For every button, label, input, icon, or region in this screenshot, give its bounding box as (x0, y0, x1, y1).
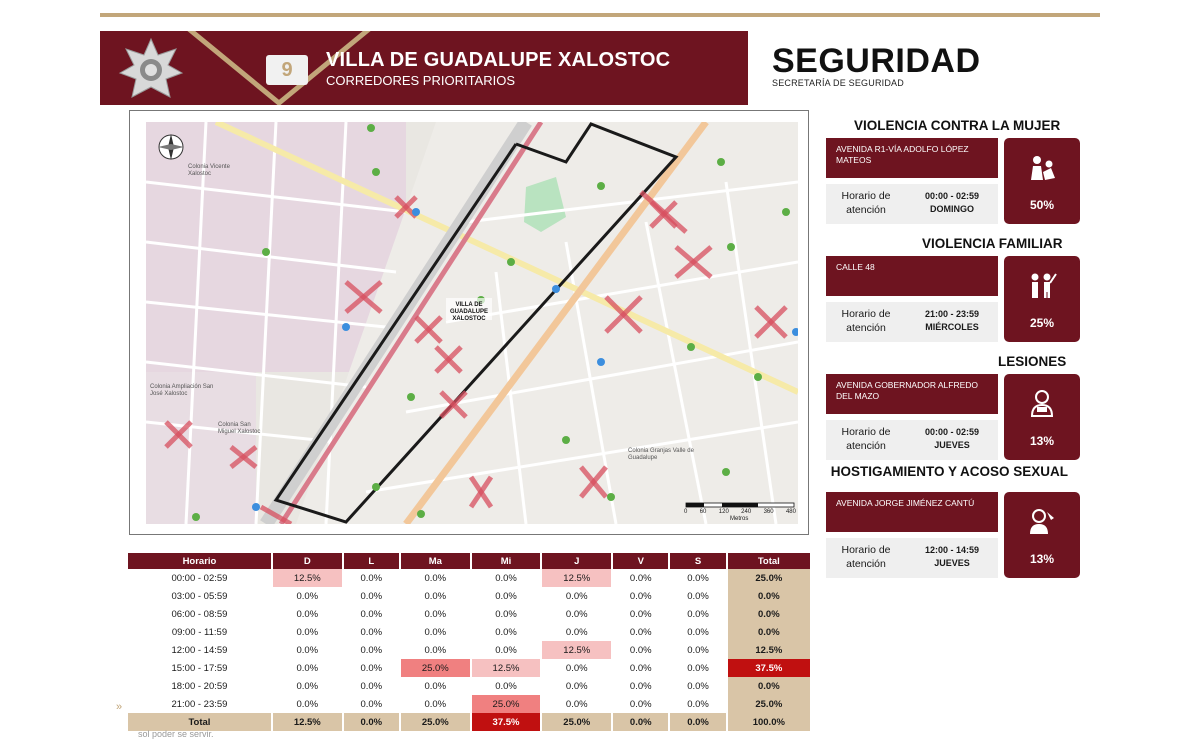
map-scale-bar (685, 502, 795, 508)
women-violence-icon (1031, 156, 1055, 180)
card-percent: 25% (1029, 316, 1055, 330)
chevron-decoration (187, 31, 371, 105)
card-percent: 13% (1029, 434, 1055, 448)
brand-subtitle: SECRETARÍA DE SEGURIDAD (772, 78, 904, 88)
harassment-icon (1030, 509, 1054, 534)
page-subtitle: CORREDORES PRIORITARIOS (326, 73, 516, 88)
table-row: 21:00 - 23:59 0.0% 0.0% 0.0% 25.0% 0.0% … (128, 695, 810, 713)
card-hours: Horario de atención 21:00 - 23:59 MIÉRCOL… (826, 302, 998, 342)
card-title: LESIONES (998, 354, 1067, 369)
col-header: Ma (400, 553, 470, 569)
scale-ticks: 0 60 120 240 360 480 (684, 509, 796, 515)
map-frame: VILLA DE GUADALUPE XALOSTOC 0 60 120 240 360… (129, 110, 809, 535)
family-violence-icon (1031, 273, 1057, 298)
card-hours: Horario de atención 12:00 - 14:59 JUEVES (826, 538, 998, 578)
card-location: CALLE 48 (826, 256, 998, 296)
area-label: Colonia Vicente Xalostoc (188, 164, 230, 177)
table-header-row: Horario D L Ma Mi J V S Total (128, 553, 810, 569)
col-header: V (613, 553, 669, 569)
card-percent: 50% (1029, 198, 1055, 212)
card-location: AVENIDA JORGE JIMÉNEZ CANTÚ (826, 492, 998, 532)
col-header: Horario (128, 553, 271, 569)
table-row: 12:00 - 14:59 0.0% 0.0% 0.0% 0.0% 12.5% … (128, 641, 810, 659)
side-arrow-icon: » (116, 701, 123, 713)
card-icon-box: 25% (1004, 256, 1080, 342)
card-title: VIOLENCIA CONTRA LA MUJER (854, 118, 1061, 133)
header-top-line (100, 13, 1100, 17)
card-icon-box: 13% (1004, 374, 1080, 460)
card-title: HOSTIGAMIENTO Y ACOSO SEXUAL (830, 464, 1068, 479)
col-header: D (272, 553, 342, 569)
card-percent: 13% (1029, 552, 1055, 566)
col-header: S (670, 553, 726, 569)
table-row: 00:00 - 02:59 12.5% 0.0% 0.0% 0.0% 12.5%… (128, 569, 810, 587)
brand-logo-text: SEGURIDAD (772, 42, 981, 80)
scale-unit: Metros (730, 516, 749, 522)
compass-rose-icon (158, 134, 184, 160)
injury-icon (1030, 390, 1054, 417)
card-icon-box: 50% (1004, 138, 1080, 224)
table-total-row: Total 12.5% 0.0% 25.0% 37.5% 25.0% 0.0% … (128, 713, 810, 731)
police-badge-icon (118, 37, 184, 98)
page-title: VILLA DE GUADALUPE XALOSTOC (326, 49, 671, 71)
table-row: 06:00 - 08:59 0.0% 0.0% 0.0% 0.0% 0.0% 0… (128, 605, 810, 623)
card-hours: Horario de atención 00:00 - 02:59 DOMINGO (826, 184, 998, 224)
col-header: Total (727, 553, 810, 569)
card-hours: Horario de atención 00:00 - 02:59 JUEVES (826, 420, 998, 460)
header-band: 9 VILLA DE GUADALUPE XALOSTOC CORREDORES… (100, 31, 748, 105)
area-label: Colonia Ampliación San José Xalostoc (150, 384, 214, 397)
card-title: VIOLENCIA FAMILIAR (922, 236, 1063, 251)
col-header: J (542, 553, 612, 569)
svg-text:XALOSTOC: XALOSTOC (452, 316, 486, 322)
zone-label: VILLA DE (455, 302, 482, 308)
map-canvas: VILLA DE GUADALUPE XALOSTOC (146, 122, 798, 524)
hourly-distribution-table: Horario D L Ma Mi J V S Total 00:00 - 02… (126, 553, 812, 731)
col-header: L (343, 553, 399, 569)
map-view[interactable]: VILLA DE GUADALUPE XALOSTOC 0 60 120 240 360… (146, 122, 798, 524)
table-row: 03:00 - 05:59 0.0% 0.0% 0.0% 0.0% 0.0% 0… (128, 587, 810, 605)
corridor-number: 9 (266, 55, 308, 85)
card-location: AVENIDA R1-VÍA ADOLFO LÓPEZ MATEOS (826, 138, 998, 178)
col-header: Mi (471, 553, 541, 569)
card-location: AVENIDA GOBERNADOR ALFREDO DEL MAZO (826, 374, 998, 414)
table-row: 09:00 - 11:59 0.0% 0.0% 0.0% 0.0% 0.0% 0… (128, 623, 810, 641)
svg-text:GUADALUPE: GUADALUPE (450, 309, 488, 315)
card-icon-box: 13% (1004, 492, 1080, 578)
area-label: Colonia San Miguel Xalostoc (218, 422, 261, 435)
area-label: Colonia Granjas Valle de Guadalupe (628, 448, 694, 461)
table-row: 18:00 - 20:59 0.0% 0.0% 0.0% 0.0% 0.0% 0… (128, 677, 810, 695)
table-row: 15:00 - 17:59 0.0% 0.0% 25.0% 12.5% 0.0%… (128, 659, 810, 677)
footnote: sol poder se servir. (138, 729, 214, 739)
